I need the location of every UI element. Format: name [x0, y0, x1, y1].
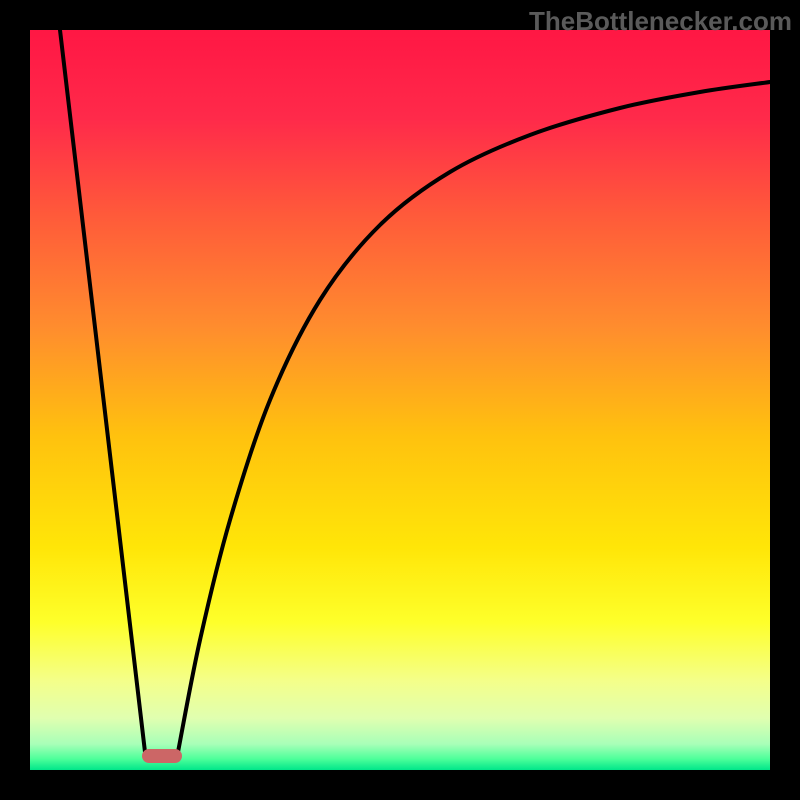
watermark-text: TheBottlenecker.com: [529, 6, 792, 37]
chart-container: TheBottlenecker.com: [0, 0, 800, 800]
minimum-marker: [142, 749, 182, 763]
curves-layer: [0, 0, 800, 800]
